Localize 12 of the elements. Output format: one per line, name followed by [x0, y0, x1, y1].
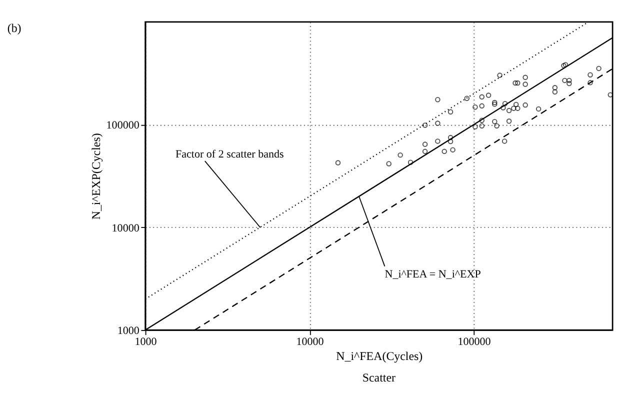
- x-tick-label: 1000: [134, 336, 158, 348]
- annotation: N_i^FEA = N_i^EXP: [384, 268, 481, 280]
- x-axis-title: N_i^FEA(Cycles): [336, 348, 423, 363]
- y-axis-title: N_i^EXP(Cycles): [88, 133, 103, 220]
- annotation: Factor of 2 scatter bands: [175, 148, 284, 160]
- text: Scatter: [362, 370, 396, 385]
- text: (b): [7, 21, 22, 36]
- y-tick-label: 100000: [106, 120, 140, 132]
- y-tick-label: 1000: [117, 325, 140, 338]
- y-tick-label: 10000: [112, 222, 140, 234]
- x-tick-label: 100000: [458, 336, 492, 348]
- x-tick-label: 10000: [296, 336, 324, 348]
